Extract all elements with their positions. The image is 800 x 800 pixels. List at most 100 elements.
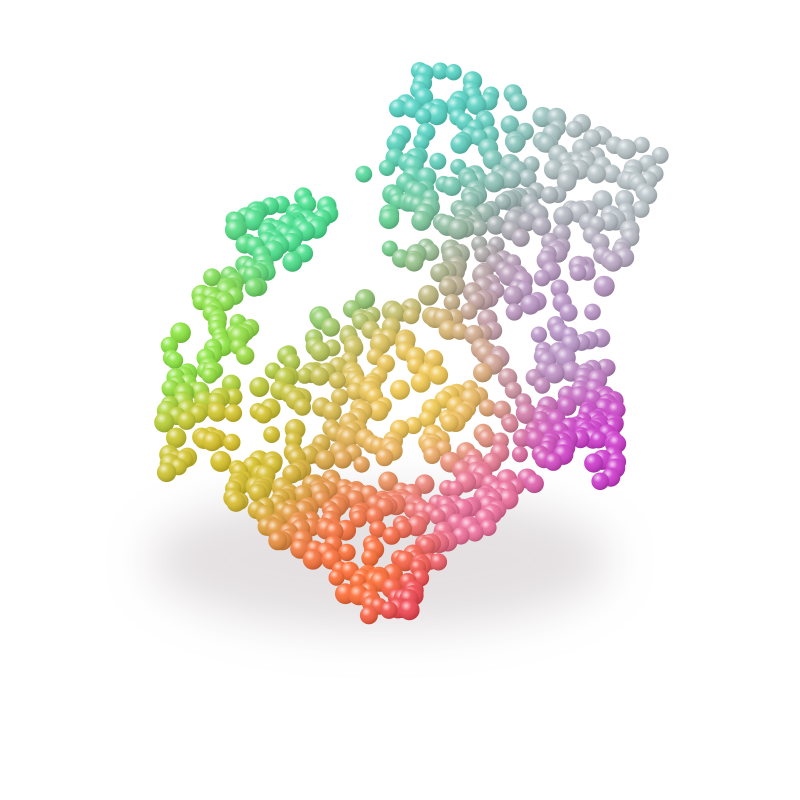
point-sphere: [477, 429, 496, 448]
point-sphere: [254, 405, 273, 424]
point-sphere: [633, 136, 650, 154]
point-sphere: [156, 462, 177, 483]
point-sphere: [473, 363, 493, 383]
point-sphere: [474, 246, 491, 263]
point-sphere: [566, 120, 583, 138]
point-sphere: [375, 448, 394, 467]
point-sphere: [590, 431, 607, 449]
point-sphere: [350, 510, 367, 528]
point-sphere: [550, 279, 569, 298]
point-sphere: [553, 206, 574, 227]
point-sphere: [210, 450, 232, 472]
point-sphere: [460, 302, 478, 320]
point-sphere: [386, 133, 406, 153]
point-sphere: [511, 446, 528, 463]
point-sphere: [544, 363, 565, 384]
point-sphere: [242, 209, 264, 231]
point-sphere: [223, 433, 241, 451]
point-sphere: [361, 549, 379, 567]
point-sphere: [556, 171, 577, 192]
point-sphere: [584, 303, 601, 321]
point-sphere: [431, 62, 449, 80]
point-sphere: [451, 323, 469, 340]
point-sphere: [324, 522, 344, 541]
point-sphere: [447, 480, 464, 497]
point-sphere: [315, 449, 335, 470]
point-sphere: [380, 601, 398, 619]
point-sphere: [263, 426, 280, 443]
point-sphere: [466, 95, 487, 115]
point-sphere: [177, 411, 196, 430]
point-sphere: [378, 159, 396, 176]
point-sphere: [478, 399, 496, 417]
point-sphere: [544, 452, 563, 471]
point-sphere: [517, 212, 537, 232]
point-sphere: [353, 456, 370, 473]
point-sphere: [378, 471, 398, 492]
point-sphere: [591, 472, 609, 491]
point-sphere: [418, 285, 439, 306]
point-sphere: [249, 377, 270, 397]
point-sphere: [331, 388, 349, 406]
point-sphere: [569, 264, 587, 281]
point-sphere: [333, 450, 353, 469]
point-sphere: [559, 303, 578, 322]
point-sphere: [355, 165, 373, 183]
point-cloud: [154, 62, 669, 625]
point-sphere: [346, 382, 364, 401]
point-sphere: [282, 251, 303, 272]
point-sphere: [540, 186, 559, 204]
point-sphere: [593, 275, 615, 297]
point-sphere: [268, 531, 288, 551]
point-sphere: [506, 135, 524, 153]
point-sphere: [500, 115, 519, 134]
point-sphere: [322, 401, 342, 422]
point-sphere: [399, 599, 420, 621]
point-sphere: [368, 400, 389, 422]
point-sphere: [502, 170, 521, 189]
point-sphere: [592, 190, 613, 211]
point-sphere: [651, 146, 669, 164]
point-sphere: [638, 185, 658, 205]
point-sphere: [557, 396, 577, 416]
point-sphere: [310, 341, 330, 362]
point-sphere: [443, 294, 461, 311]
point-sphere: [533, 269, 551, 287]
point-sphere: [248, 483, 267, 503]
point-sphere: [534, 377, 551, 394]
point-sphere: [365, 506, 384, 526]
point-sphere: [410, 372, 431, 393]
point-sphere: [321, 317, 341, 337]
point-sphere: [511, 228, 530, 247]
point-sphere: [224, 404, 243, 422]
point-sphere: [224, 219, 246, 241]
point-sphere: [518, 169, 537, 188]
point-sphere: [524, 474, 544, 494]
point-sphere: [602, 164, 621, 183]
point-sphere: [283, 353, 301, 371]
point-sphere: [170, 322, 191, 344]
point-sphere: [438, 278, 457, 297]
point-sphere: [202, 431, 222, 452]
point-sphere: [328, 569, 345, 586]
point-sphere: [203, 268, 221, 287]
point-sphere: [429, 152, 447, 170]
point-sphere: [388, 99, 408, 118]
point-sphere: [616, 138, 637, 160]
point-sphere: [226, 492, 246, 512]
point-sphere: [426, 104, 448, 126]
point-sphere: [201, 367, 218, 384]
point-sphere: [603, 252, 623, 272]
point-sphere: [160, 336, 179, 355]
point-sphere: [450, 134, 470, 154]
point-sphere: [390, 379, 410, 400]
point-sphere: [244, 278, 264, 297]
point-sphere: [225, 388, 243, 406]
point-sphere: [328, 371, 346, 389]
point-sphere: [483, 172, 505, 193]
point-sphere: [302, 549, 324, 570]
point-sphere: [293, 398, 311, 416]
point-sphere: [403, 307, 420, 325]
point-sphere: [509, 93, 528, 112]
